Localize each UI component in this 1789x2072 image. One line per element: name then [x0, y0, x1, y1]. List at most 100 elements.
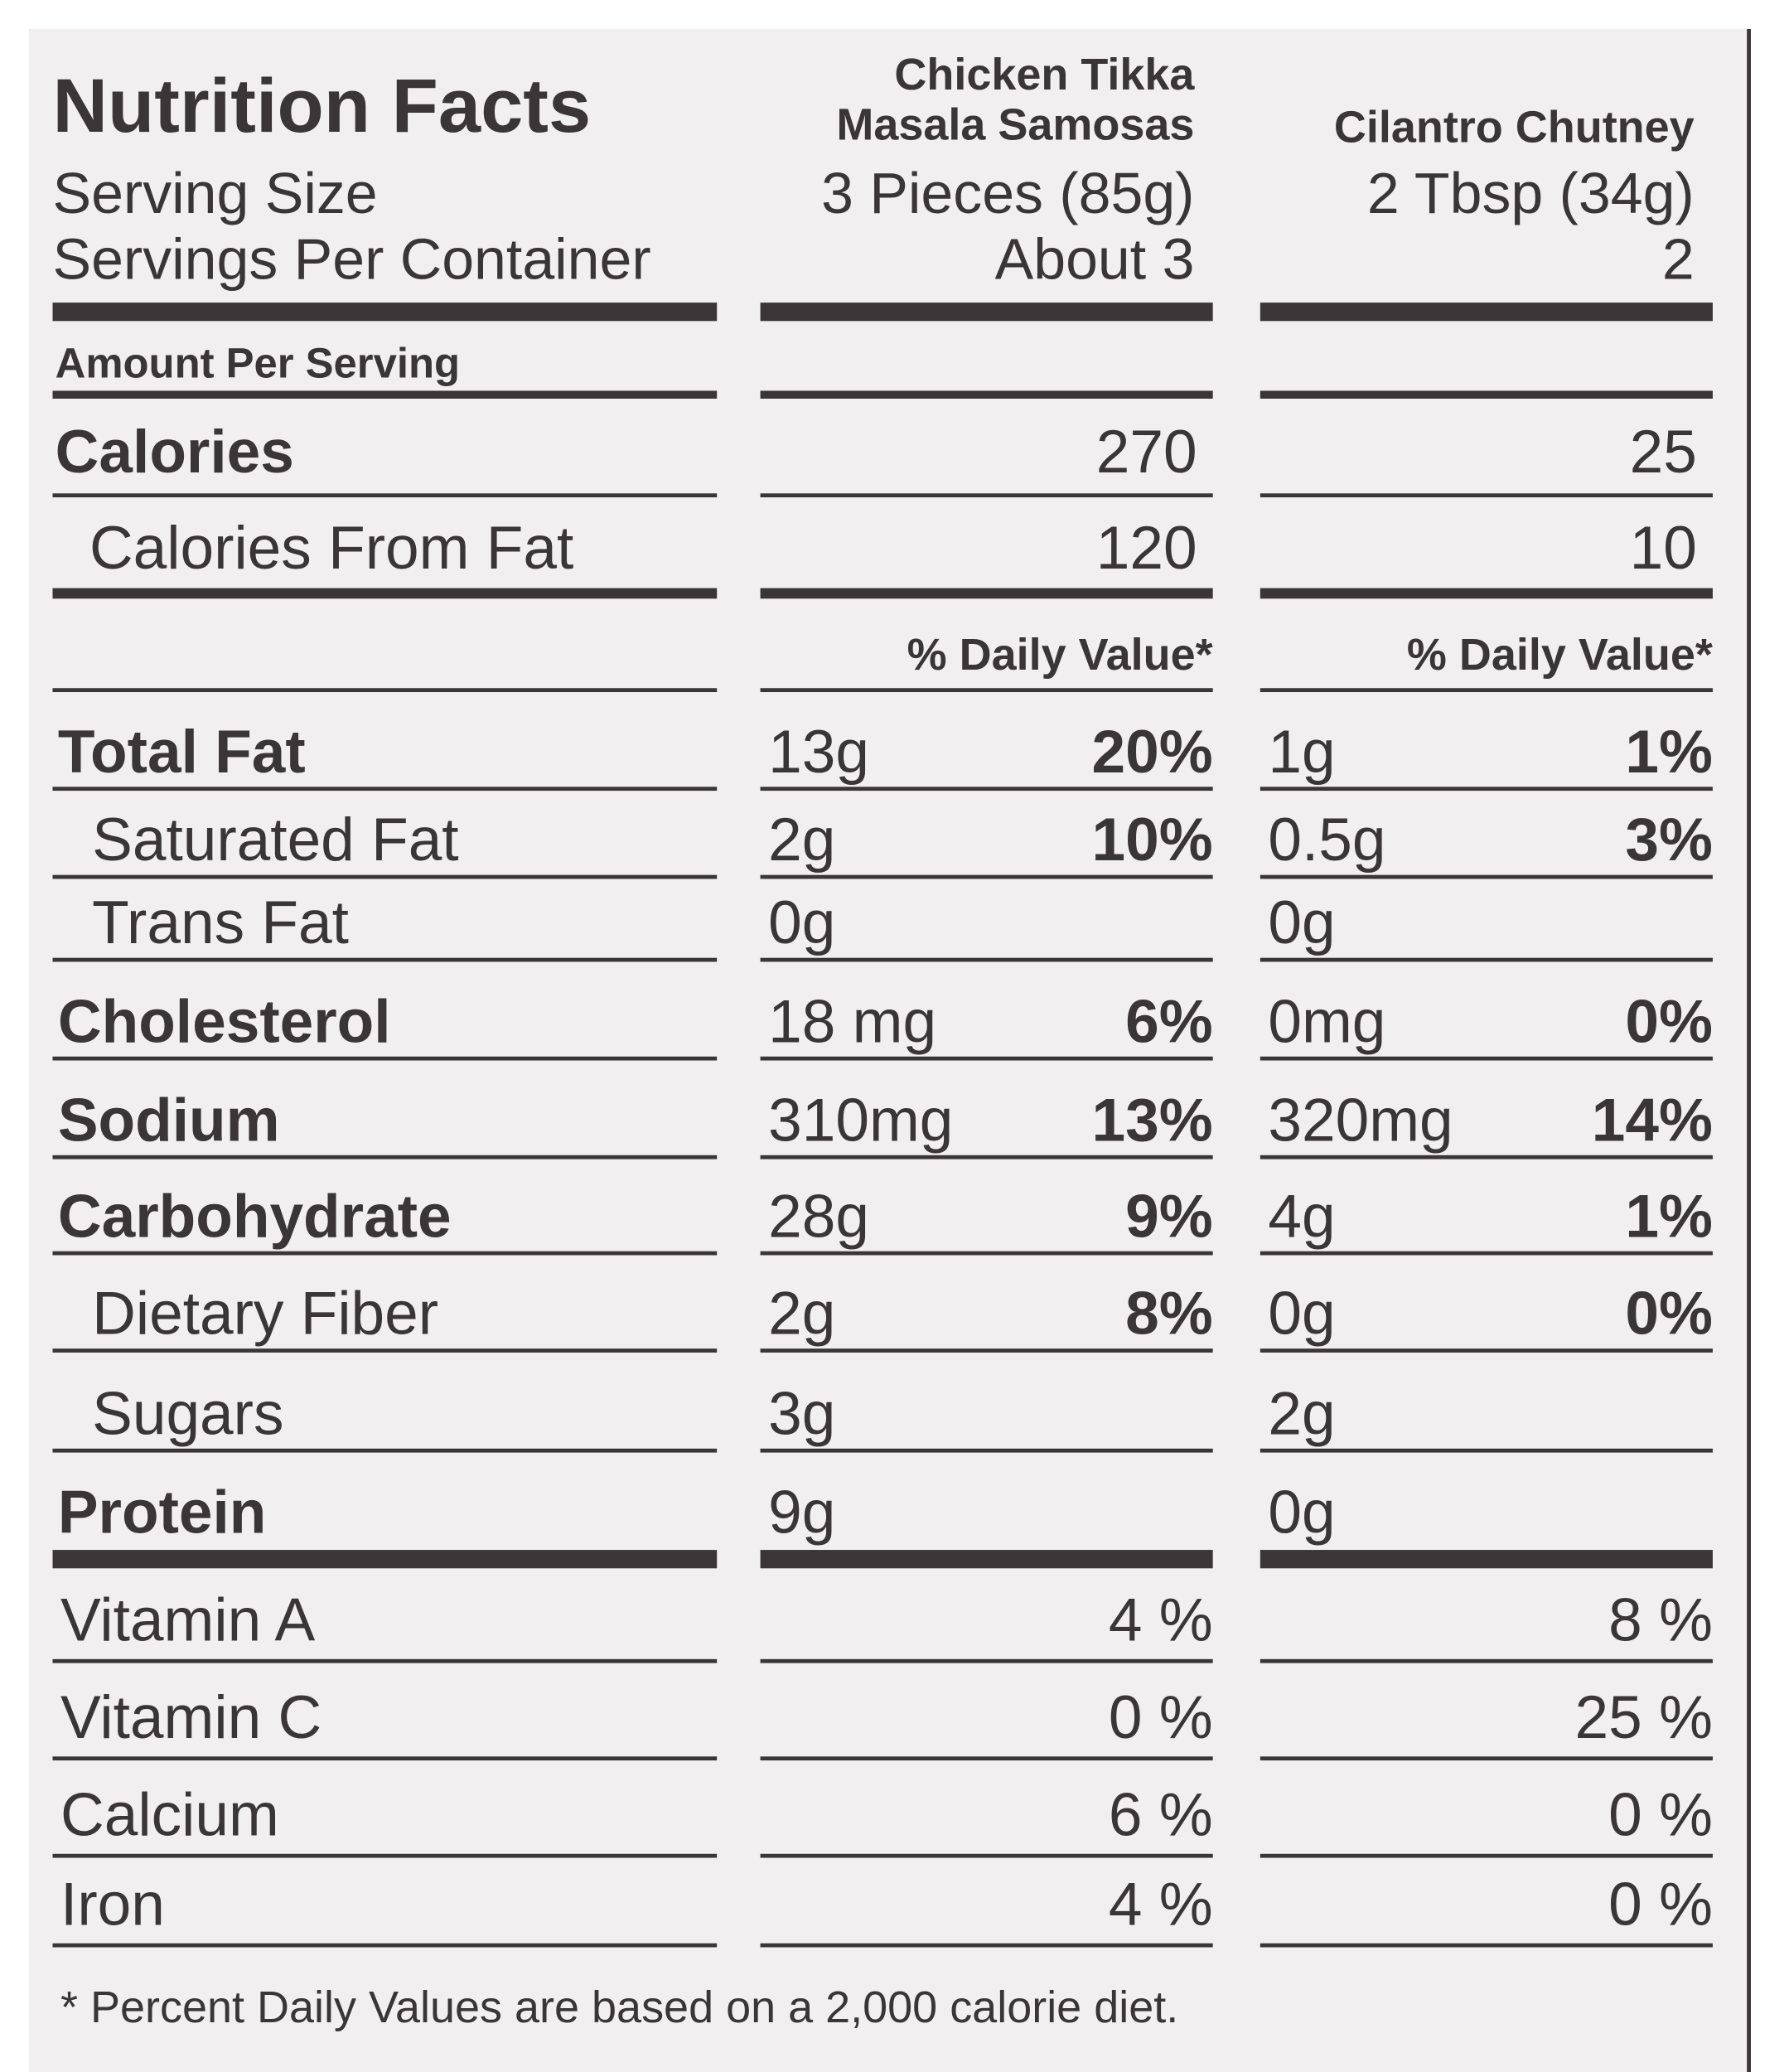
nutrient-amount: 310mg: [768, 1085, 954, 1155]
daily-value-header: % Daily Value*: [1406, 630, 1713, 680]
rule: [1260, 874, 1713, 879]
rule: [1260, 303, 1713, 322]
rule: [760, 1056, 1213, 1061]
column-name: Cilantro Chutney: [1333, 102, 1695, 153]
rule: [760, 1853, 1213, 1858]
rule: [760, 1155, 1213, 1159]
rule: [1260, 1550, 1713, 1569]
rule: [760, 874, 1213, 879]
nutrient-label: Sodium: [57, 1085, 280, 1155]
nutrient-amount: 2g: [1268, 1378, 1336, 1448]
rule: [52, 1348, 718, 1353]
rule: [760, 303, 1213, 322]
vitamin-value: 0 %: [1608, 1869, 1713, 1939]
vitamin-value: 4 %: [1108, 1869, 1213, 1939]
vitamin-value: 6 %: [1108, 1779, 1213, 1849]
daily-value-header: % Daily Value*: [907, 630, 1213, 680]
nutrient-label: Sugars: [92, 1378, 284, 1448]
rule: [760, 688, 1213, 693]
nutrient-amount: 18 mg: [768, 986, 937, 1056]
nutrient-amount: 320mg: [1268, 1085, 1453, 1155]
rule: [760, 1448, 1213, 1453]
rule: [760, 787, 1213, 792]
rule: [52, 1943, 718, 1948]
nutrient-daily-value: 1%: [1625, 717, 1713, 786]
nutrient-daily-value: 14%: [1591, 1085, 1713, 1155]
footnote: * Percent Daily Values are based on a 2,…: [60, 1982, 1179, 2033]
rule: [1260, 1853, 1713, 1858]
vitamin-value: 4 %: [1108, 1585, 1213, 1654]
rule: [760, 1251, 1213, 1256]
serving-value: 2: [1661, 227, 1695, 293]
rule: [760, 588, 1213, 599]
rule: [760, 493, 1213, 498]
nutrient-label: Total Fat: [57, 717, 306, 786]
column-name: Chicken Tikka Masala Samosas: [836, 50, 1195, 150]
rule: [1260, 688, 1713, 693]
rule: [52, 1550, 718, 1569]
nutrient-amount: 0.5g: [1268, 805, 1386, 874]
nutrient-daily-value: 1%: [1625, 1181, 1713, 1251]
rule: [52, 874, 718, 879]
rule: [52, 1155, 718, 1159]
rule: [760, 1550, 1213, 1569]
vitamin-label: Calcium: [60, 1779, 279, 1849]
nutrient-label: Carbohydrate: [57, 1181, 452, 1251]
serving-label: Serving Size: [52, 162, 378, 227]
nutrient-daily-value: 3%: [1625, 805, 1713, 874]
vitamin-label: Vitamin C: [60, 1682, 322, 1751]
rule: [52, 1448, 718, 1453]
rule: [1260, 588, 1713, 599]
rule: [52, 1056, 718, 1061]
serving-value: 2 Tbsp (34g): [1366, 162, 1695, 227]
rule: [52, 1658, 718, 1663]
calories-label: Calories From Fat: [89, 513, 574, 582]
rule: [760, 1348, 1213, 1353]
rule: [52, 303, 718, 322]
rule: [1260, 1251, 1713, 1256]
serving-value: About 3: [994, 227, 1195, 293]
calories-value: 10: [1629, 513, 1697, 582]
rule: [1260, 1348, 1713, 1353]
rule: [52, 390, 718, 399]
calories-value: 25: [1629, 417, 1697, 486]
nutrient-label: Trans Fat: [92, 888, 349, 957]
rule: [760, 1756, 1213, 1761]
label-panel: [28, 28, 1751, 2072]
nutrient-daily-value: 6%: [1125, 986, 1213, 1056]
nutrient-amount: 0mg: [1268, 986, 1386, 1056]
nutrient-amount: 9g: [768, 1477, 836, 1547]
rule: [1260, 1448, 1713, 1453]
rule: [52, 688, 718, 693]
rule: [760, 1658, 1213, 1663]
nutrient-daily-value: 9%: [1125, 1181, 1213, 1251]
rule: [52, 1756, 718, 1761]
nutrient-amount: 0g: [1268, 888, 1336, 957]
calories-value: 120: [1095, 513, 1197, 582]
nutrient-amount: 2g: [768, 1279, 836, 1348]
rule: [760, 957, 1213, 962]
rule: [52, 787, 718, 792]
title: Nutrition Facts: [52, 63, 592, 149]
rule: [1260, 1756, 1713, 1761]
vitamin-label: Iron: [60, 1869, 165, 1939]
rule: [1260, 1943, 1713, 1948]
rule: [1260, 1155, 1713, 1159]
rule: [52, 957, 718, 962]
nutrient-amount: 2g: [768, 805, 836, 874]
rule: [760, 390, 1213, 399]
vitamin-value: 25 %: [1574, 1682, 1713, 1751]
nutrient-daily-value: 20%: [1091, 717, 1213, 786]
rule: [1260, 1056, 1713, 1061]
rule: [52, 588, 718, 599]
nutrient-label: Cholesterol: [57, 986, 391, 1056]
amount-per-serving: Amount Per Serving: [55, 339, 461, 387]
nutrient-label: Protein: [57, 1477, 267, 1547]
nutrient-amount: 28g: [768, 1181, 869, 1251]
calories-value: 270: [1095, 417, 1197, 486]
nutrient-amount: 1g: [1268, 717, 1336, 786]
nutrient-amount: 13g: [768, 717, 869, 786]
calories-label: Calories: [55, 417, 294, 486]
